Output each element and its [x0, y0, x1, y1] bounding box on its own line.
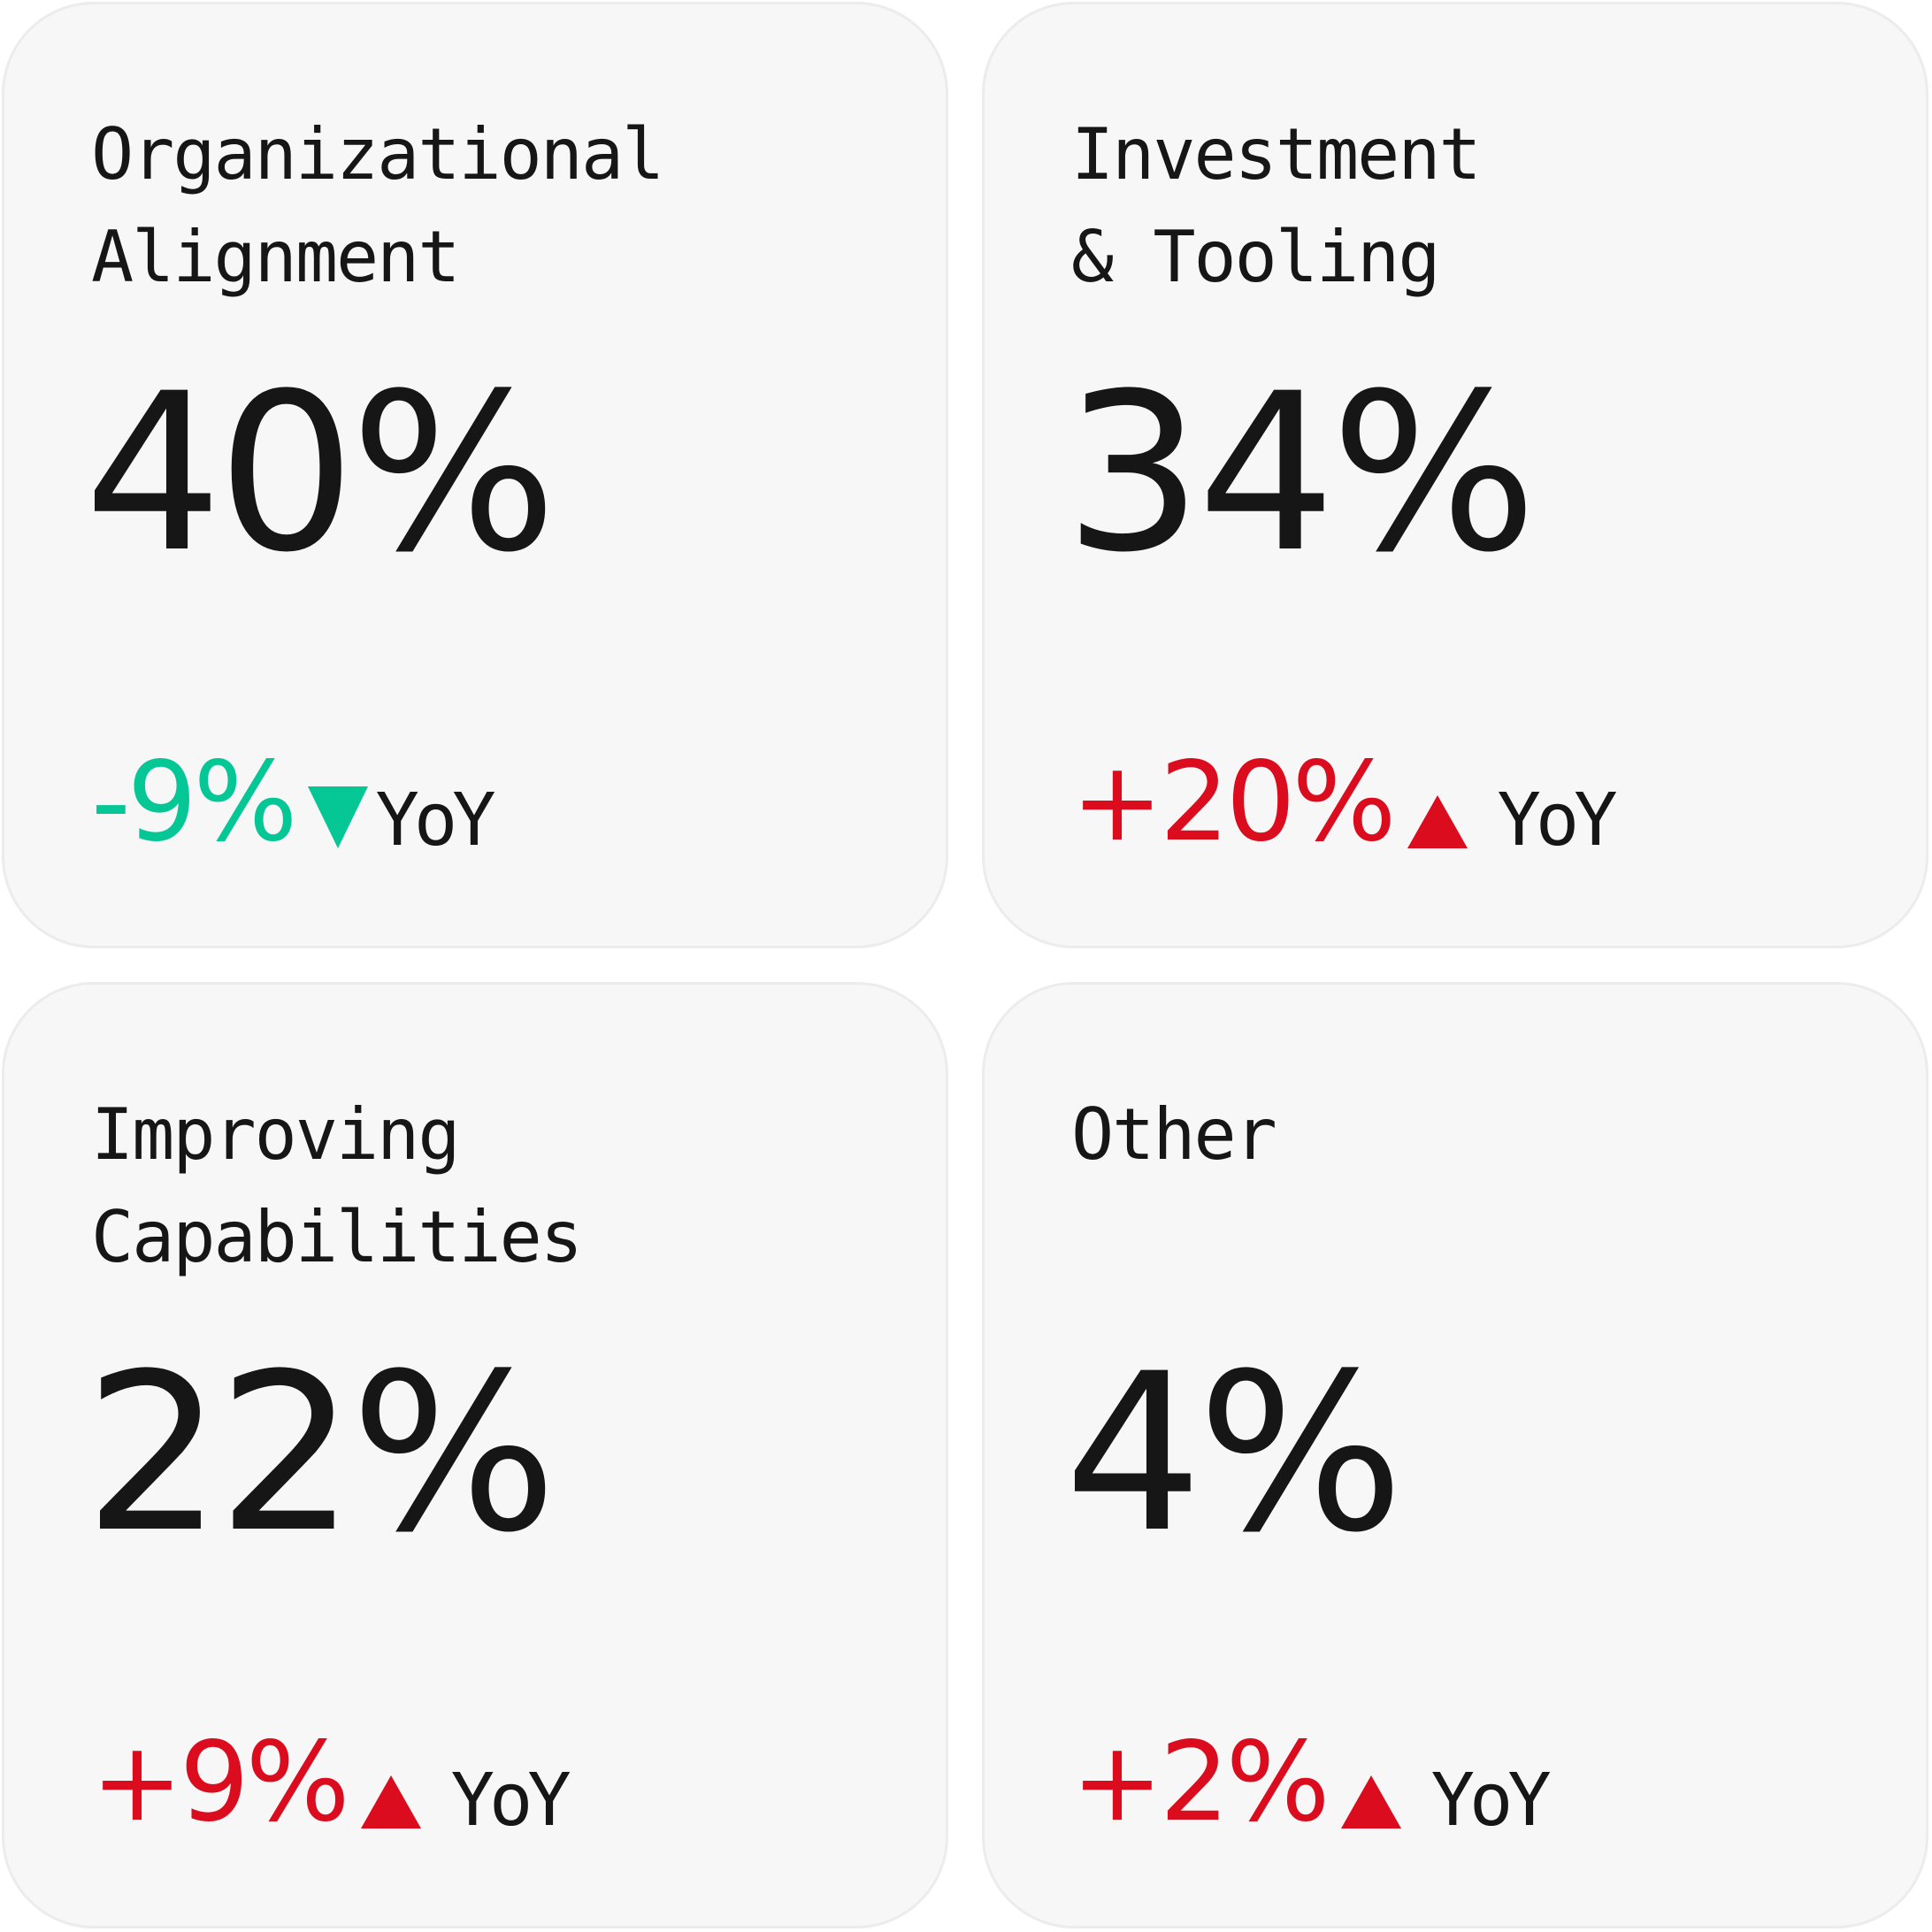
card-title: Organizational Alignment [91, 104, 870, 309]
card-title-line: Alignment [91, 216, 460, 298]
stat-card-organizational-alignment: Organizational Alignment 40% -9% YoY [2, 2, 948, 948]
card-title-line: Investment [1071, 113, 1482, 196]
stat-card-investment-tooling: Investment & Tooling 34% +20% YoY [982, 2, 1928, 948]
card-title-line: Organizational [91, 113, 664, 196]
card-title: Investment & Tooling [1071, 104, 1850, 309]
change-row: +2% YoY [1071, 1719, 1552, 1846]
change-value: +9% [91, 1719, 350, 1846]
change-value: -9% [91, 739, 297, 866]
stat-value: 34% [1064, 348, 1537, 601]
period-label: YoY [450, 1759, 571, 1843]
card-title-line: & Tooling [1071, 216, 1440, 298]
card-title-line: Capabilities [91, 1196, 583, 1278]
triangle-down-icon [308, 786, 369, 848]
stat-value: 40% [84, 348, 557, 601]
change-value: +20% [1071, 739, 1397, 866]
change-row: +9% YoY [91, 1719, 571, 1846]
card-title-line: Other [1071, 1093, 1277, 1176]
period-label: YoY [1497, 778, 1618, 862]
triangle-up-icon [1340, 1775, 1401, 1828]
period-label: YoY [1430, 1759, 1552, 1843]
card-title: Other [1071, 1084, 1850, 1186]
triangle-up-icon [1407, 795, 1468, 848]
period-label: YoY [375, 778, 495, 862]
card-title-line: Improving [91, 1093, 460, 1176]
stat-value: 4% [1064, 1328, 1404, 1581]
stat-value: 22% [84, 1328, 557, 1581]
change-value: +2% [1071, 1719, 1330, 1846]
triangle-up-icon [360, 1775, 421, 1828]
stat-card-improving-capabilities: Improving Capabilities 22% +9% YoY [2, 982, 948, 1928]
stat-card-other: Other 4% +2% YoY [982, 982, 1928, 1928]
card-title: Improving Capabilities [91, 1084, 870, 1289]
change-row: +20% YoY [1071, 739, 1618, 866]
change-row: -9% YoY [91, 739, 496, 866]
